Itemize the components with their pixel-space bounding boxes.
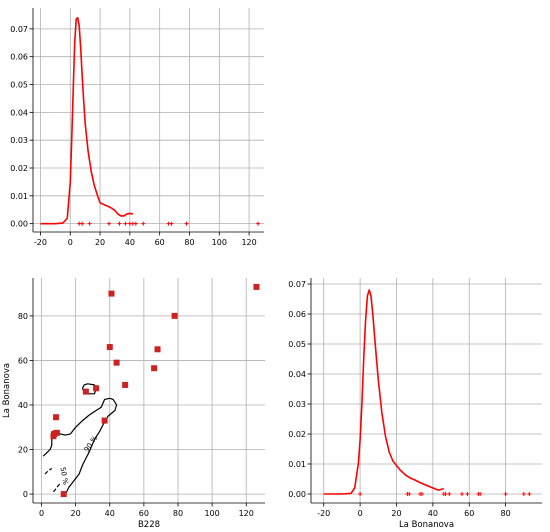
x-tick-label: 0 [68, 238, 73, 247]
density-chart-la-bonanova: -20 0 20 40 60 80 0.00 0.01 0.02 0.03 0.04 0.05 0.06… [288, 278, 542, 530]
y-tick-label: 0.03 [10, 136, 28, 145]
rug-marker [169, 221, 174, 226]
scatter-point [154, 346, 161, 353]
x-axis-label: La Bonanova [399, 520, 454, 530]
y-tick-label: 0.01 [288, 460, 306, 469]
contour-label: 50 % [58, 466, 69, 485]
x-tick-label: 60 [464, 509, 474, 518]
rug-marker [419, 492, 424, 496]
y-tick-label: 0.04 [10, 108, 28, 117]
rug-marker [184, 221, 189, 226]
y-tick-label: 0.06 [10, 53, 28, 62]
y-tick-label: 0.07 [10, 25, 28, 34]
rug-marker [256, 221, 261, 226]
density-contour [51, 397, 118, 495]
rug-marker [478, 492, 483, 496]
y-tick-label: 0.01 [10, 192, 28, 201]
scatter-contour-chart: 0 20 40 60 80 100 120 0 20 40 60 80 B228 La Bonanova 5… [2, 278, 265, 530]
scatter-point [60, 491, 67, 498]
y-tick-label: 0.00 [288, 490, 306, 499]
scatter-point [53, 429, 60, 436]
x-tick-label: 60 [155, 238, 165, 247]
y-tick-label: 0.06 [288, 310, 306, 319]
scatter-point [82, 388, 89, 395]
rug-marker [80, 221, 85, 226]
rug-marker [87, 221, 92, 226]
rug-marker [141, 221, 146, 226]
x-tick-label: 0 [39, 509, 44, 518]
rug-marker [527, 492, 532, 496]
scatter-point [101, 417, 108, 424]
x-tick-label: 80 [173, 509, 183, 518]
x-tick-label: 40 [105, 509, 115, 518]
y-axis-label: La Bonanova [2, 363, 12, 418]
scatter-point [93, 385, 100, 392]
x-tick-label: 40 [428, 509, 438, 518]
x-tick-label: -20 [34, 238, 47, 247]
y-tick-label: 0.04 [288, 370, 306, 379]
density-chart-b228: -20 0 20 40 60 80 100 120 0.00 0.01 0.02 0.03 0.04 0.… [10, 8, 264, 247]
density-contour [44, 467, 53, 475]
x-tick-label: 120 [241, 238, 256, 247]
y-tick-label: 0 [23, 490, 28, 499]
x-tick-label: 20 [95, 238, 105, 247]
rug-marker [407, 492, 412, 496]
rug-marker [443, 492, 448, 496]
y-tick-label: 0.00 [10, 220, 28, 229]
density-contour [53, 482, 61, 493]
scatter-point [106, 344, 113, 351]
rug-marker [107, 221, 112, 226]
scatter-point [122, 381, 129, 388]
x-tick-label: 80 [184, 238, 194, 247]
scatter-point [113, 359, 120, 366]
density-curve [40, 16, 134, 225]
x-tick-label: 100 [212, 238, 227, 247]
y-tick-label: 0.02 [288, 430, 306, 439]
rug-marker [117, 221, 122, 226]
density-contour [42, 438, 53, 457]
y-tick-label: 0.07 [288, 280, 306, 289]
y-tick-label: 0.02 [10, 164, 28, 173]
rug-marker [447, 492, 452, 496]
y-tick-label: 0.05 [10, 81, 28, 90]
x-tick-label: 120 [239, 509, 254, 518]
rug-marker [459, 492, 464, 496]
x-axis-label: B228 [138, 520, 160, 530]
x-tick-label: 20 [391, 509, 401, 518]
x-tick-label: 20 [71, 509, 81, 518]
x-tick-label: 40 [125, 238, 135, 247]
rug-marker [521, 492, 526, 496]
x-tick-label: 60 [139, 509, 149, 518]
rug-marker [503, 492, 508, 496]
x-tick-label: 0 [358, 509, 363, 518]
rug-marker [465, 492, 470, 496]
y-tick-label: 0.05 [288, 340, 306, 349]
scatter-point [171, 312, 178, 319]
x-tick-label: 80 [501, 509, 511, 518]
y-tick-label: 60 [18, 356, 28, 365]
y-tick-label: 20 [18, 446, 28, 455]
y-tick-label: 40 [18, 401, 28, 410]
rug-marker [123, 221, 128, 226]
x-tick-label: -20 [317, 509, 330, 518]
scatter-point [253, 283, 260, 290]
density-curve [323, 289, 445, 495]
scatter-point [53, 414, 60, 421]
rug-marker [358, 492, 363, 496]
y-tick-label: 80 [18, 312, 28, 321]
scatter-point [108, 290, 115, 297]
contour-label: 90 % [83, 434, 100, 453]
y-tick-label: 0.03 [288, 400, 306, 409]
x-tick-label: 100 [204, 509, 219, 518]
scatter-point [151, 365, 158, 372]
rug-marker [133, 221, 138, 226]
